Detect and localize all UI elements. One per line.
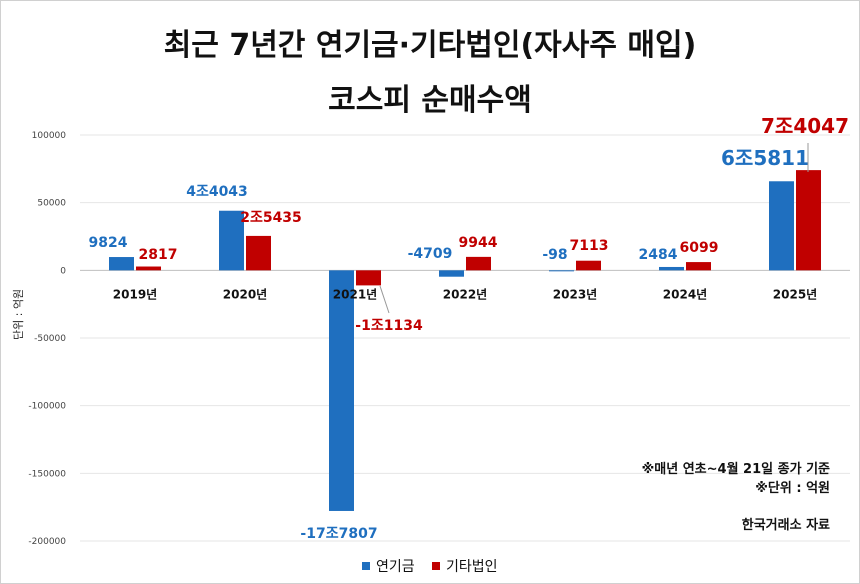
leader-line [379, 285, 390, 314]
y-tick-label: 50000 [37, 199, 66, 209]
bar-series2 [796, 170, 821, 271]
y-tick-label: 100000 [32, 131, 67, 141]
legend-series2: 기타법인 [432, 556, 498, 576]
data-label-series1: -17조7807 [300, 526, 377, 542]
x-tick-label: 2025년 [773, 287, 817, 301]
bar-series2 [136, 266, 161, 271]
legend-swatch-series1 [362, 562, 370, 570]
note-basis: ※매년 연초~4월 21일 종가 기준 [641, 462, 830, 477]
y-tick-label: -150000 [28, 469, 66, 479]
data-label-series1: -4709 [408, 246, 453, 262]
data-label-series1: 2484 [639, 247, 678, 263]
chart-title-line1: 최근 7년간 연기금·기타법인(자사주 매입) [163, 28, 697, 63]
data-label-series1: 4조4043 [186, 184, 248, 200]
x-tick-label: 2020년 [223, 287, 267, 301]
bar-series1 [769, 181, 794, 271]
bar-series2 [576, 260, 601, 271]
legend-series1: 연기금 [362, 556, 415, 576]
data-label-series2: 6099 [680, 240, 719, 256]
x-tick-label: 2023년 [553, 287, 597, 301]
bar-series1 [109, 257, 134, 271]
data-label-series1: 9824 [89, 235, 128, 251]
chart-title-line2: 코스피 순매수액 [328, 83, 532, 118]
x-tick-label: 2019년 [113, 287, 157, 301]
legend-label-series1: 연기금 [376, 559, 415, 575]
data-label-series1: 6조5811 [721, 146, 809, 170]
bar-series2 [686, 262, 711, 271]
data-label-series2: 2조5435 [240, 210, 302, 226]
bar-series1 [219, 210, 244, 271]
y-axis-label: 단위 : 억원 [12, 288, 25, 340]
bar-series2 [466, 256, 491, 271]
data-label-series2: 9944 [459, 235, 498, 251]
bar-series2 [246, 235, 271, 271]
x-tick-label: 2022년 [443, 287, 487, 301]
bar-series1 [659, 266, 684, 271]
x-tick-label: 2021년 [333, 287, 377, 301]
data-label-series2: 2817 [139, 247, 178, 263]
bar-series1 [439, 270, 464, 277]
note-source: 한국거래소 자료 [741, 518, 830, 533]
x-tick-label: 2024년 [663, 287, 707, 301]
y-tick-label: -100000 [28, 402, 66, 412]
y-tick-label: 0 [60, 266, 66, 276]
legend-swatch-series2 [432, 562, 440, 570]
legend-label-series2: 기타법인 [446, 559, 498, 575]
data-label-series2: -1조1134 [355, 318, 423, 334]
note-unit: ※단위 : 억원 [755, 481, 830, 496]
bar-series2 [356, 270, 381, 286]
data-label-series1: -98 [542, 247, 567, 263]
data-label-series2: 7113 [570, 238, 609, 254]
data-label-series2: 7조4047 [761, 114, 849, 138]
bar-series1 [329, 270, 354, 511]
y-tick-label: -200000 [28, 537, 66, 547]
bar-series1 [549, 270, 574, 272]
y-tick-label: -50000 [34, 334, 66, 344]
